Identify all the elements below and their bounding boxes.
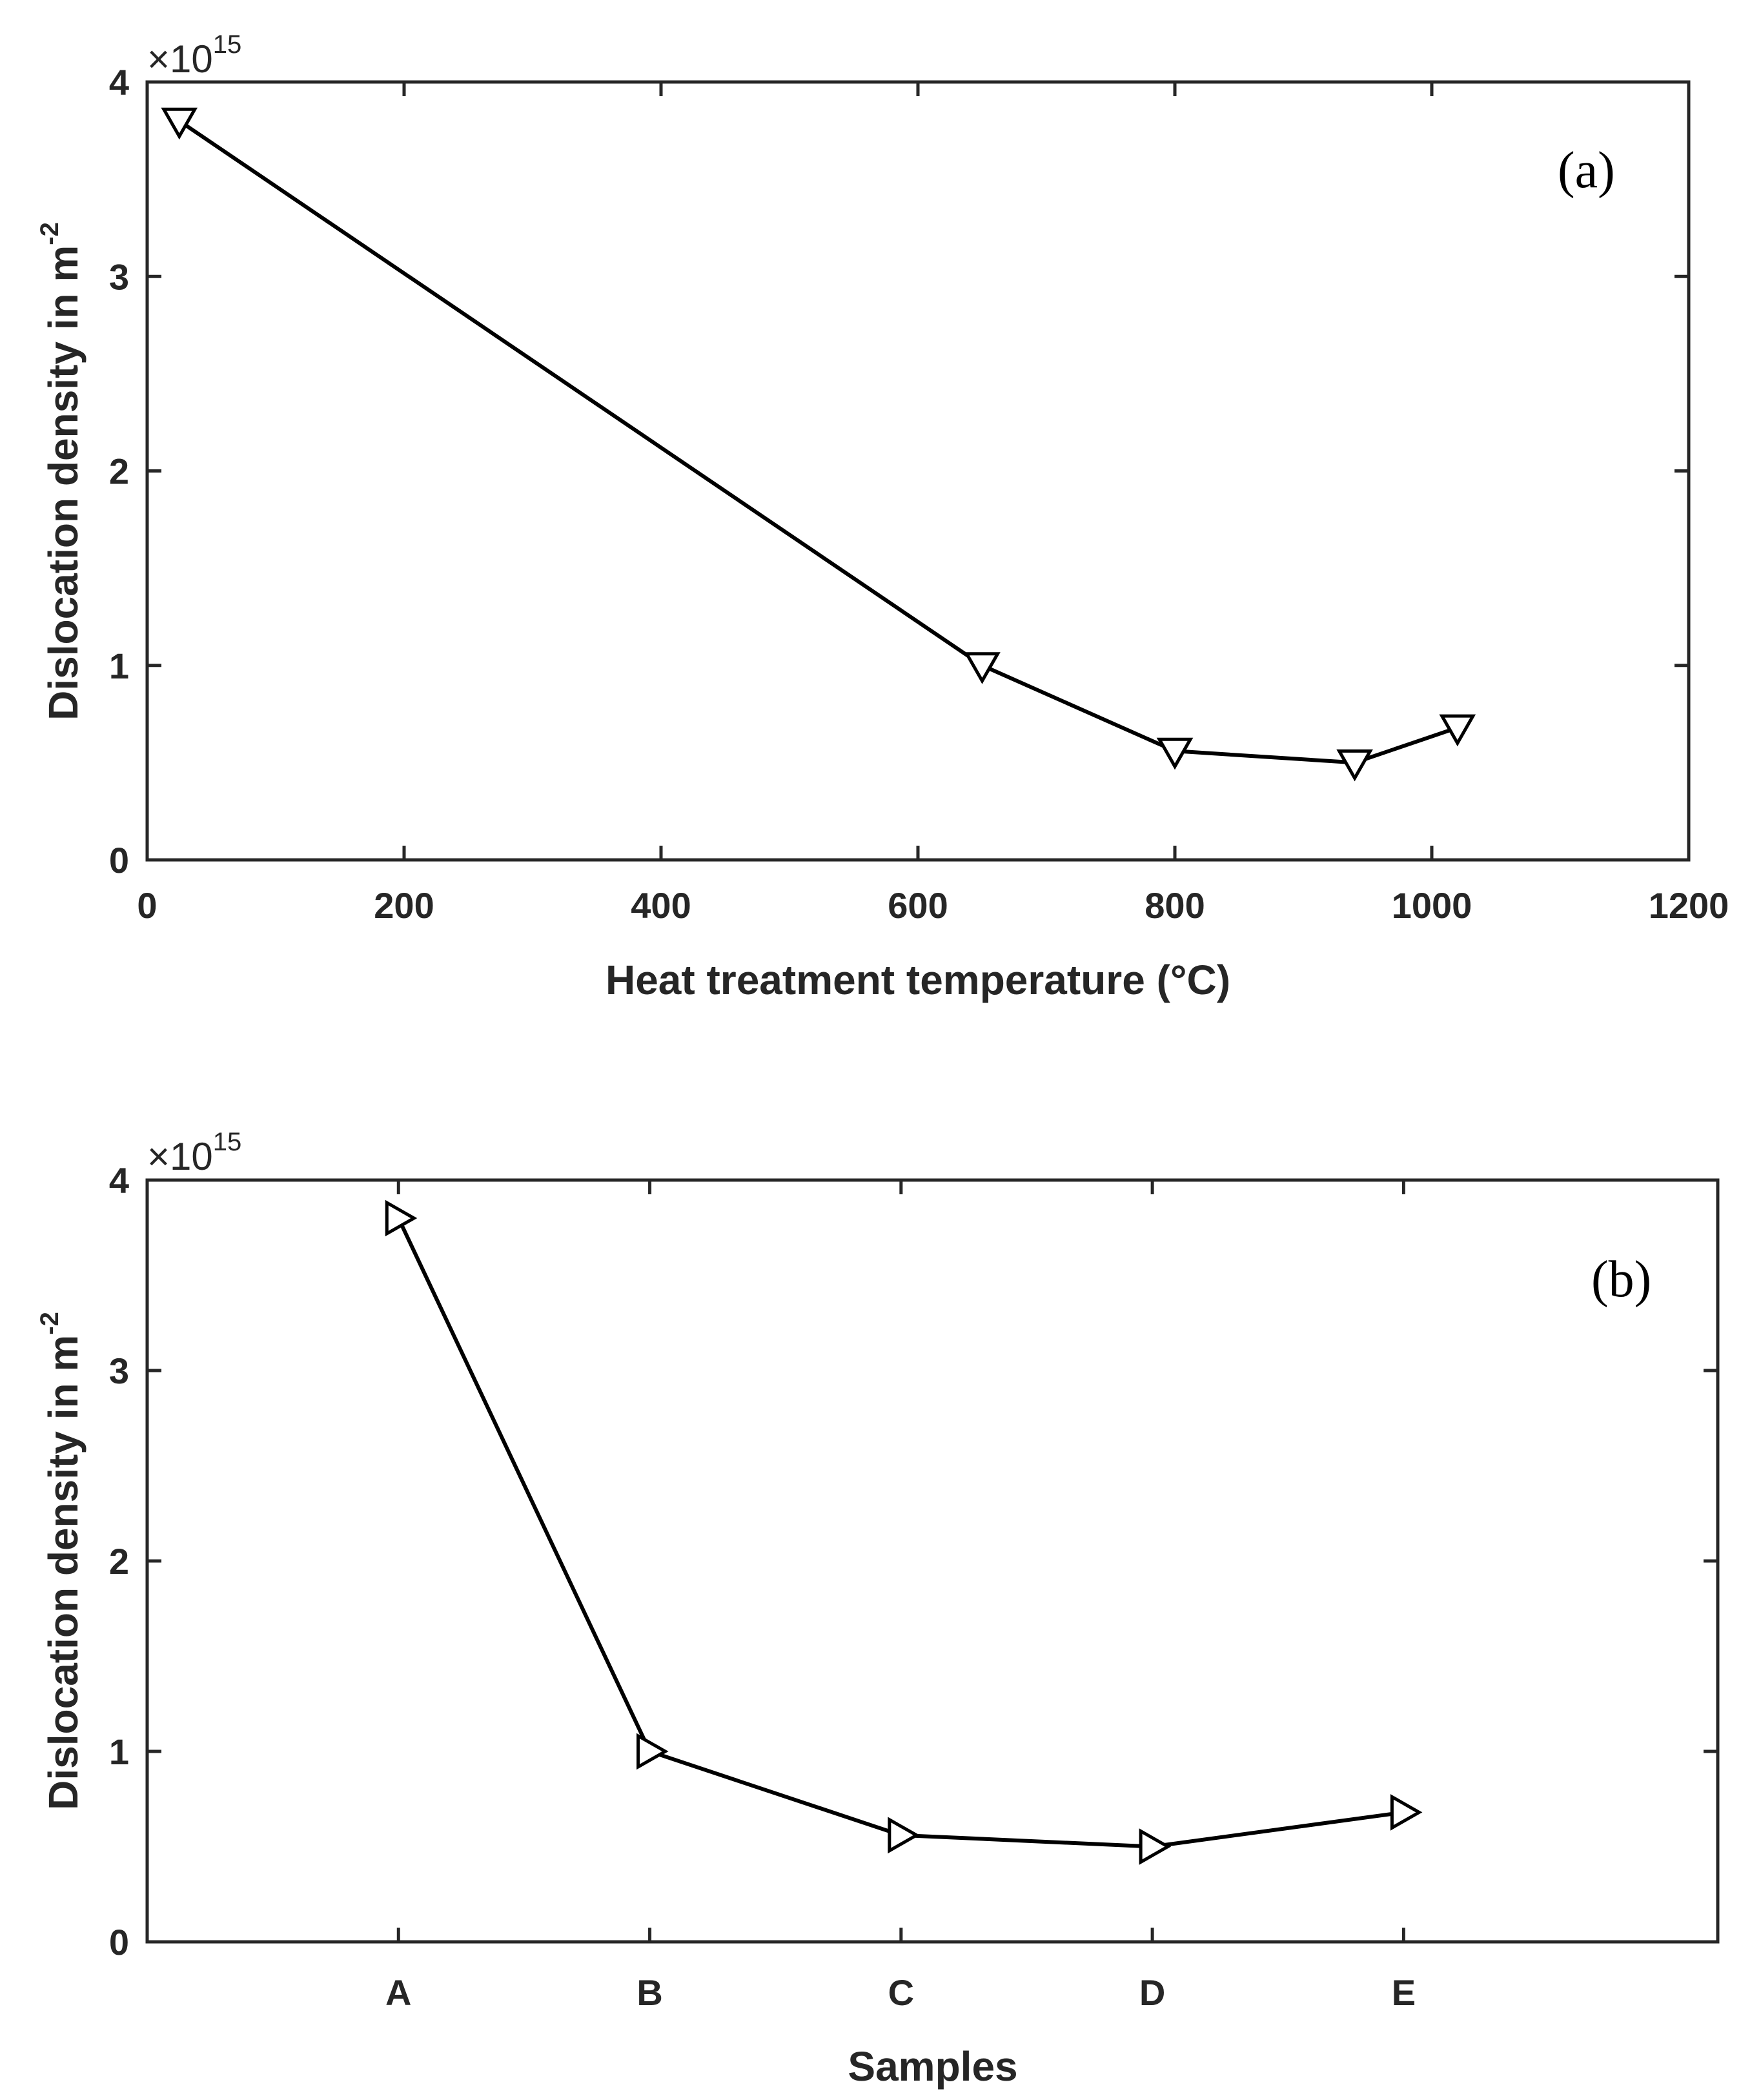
panel-b-data-point: [636, 1733, 669, 1770]
panel-a-series: [161, 107, 1476, 782]
panel-b-x-tick-label: A: [385, 1972, 411, 2013]
panel-a-data-point: [964, 652, 1001, 684]
panel-a-y-tick-label: 0: [109, 840, 129, 881]
panel-a-x-tick-label: 0: [137, 885, 157, 926]
panel-a-x-tick-label: 600: [888, 885, 948, 926]
panel-b-label: (b): [1591, 1251, 1651, 1308]
panel-a-label: (a): [1558, 142, 1615, 199]
panel-b-x-axis-label: Samples: [848, 2043, 1017, 2090]
panel-a-data-point: [1156, 737, 1194, 770]
panel-a-x-axis-label: Heat treatment temperature (°C): [606, 957, 1230, 1003]
panel-a-y-tick-label: 4: [109, 62, 129, 103]
panel-b-data-point: [1390, 1794, 1423, 1831]
panel-b-data-point: [385, 1199, 418, 1237]
panel-b-y-tick-label: 0: [109, 1922, 129, 1962]
panel-a-y-tick-label: 1: [109, 646, 129, 686]
panel-b-y-tick-label: 2: [109, 1541, 129, 1582]
panel-a-x-tick-label: 200: [374, 885, 434, 926]
panel-b-y-tick-label: 1: [109, 1731, 129, 1772]
panel-a-data-point: [1439, 714, 1476, 747]
panel-b: 0 1 2 3 4 A B C D E ×1015 (b) Samples Dislocatio…: [36, 1128, 1720, 2090]
panel-a-x-tick-label: 400: [631, 885, 691, 926]
panel-b-x-tick-label: B: [636, 1972, 662, 2013]
panel-a-x-tick-label: 1200: [1649, 885, 1729, 926]
panel-b-y-tick-label: 3: [109, 1351, 129, 1391]
panel-a-data-point: [161, 107, 198, 140]
panel-b-x-tick-label: C: [888, 1972, 914, 2013]
panel-b-y-multiplier: ×1015: [147, 1128, 241, 1178]
panel-a: 0 1 2 3 4 0 200 400 600 800 1000 1200 ×1015 (a) He…: [36, 30, 1729, 1003]
panel-b-y-ticks: 0 1 2 3 4: [109, 1160, 1718, 1962]
panel-a-x-tick-label: 1000: [1392, 885, 1472, 926]
panel-a-y-multiplier: ×1015: [147, 30, 241, 81]
panel-a-y-tick-label: 3: [109, 256, 129, 297]
panel-a-y-ticks: 0 1 2 3 4: [109, 62, 1689, 881]
panel-a-y-axis-label: Dislocation density in m-2: [36, 222, 87, 720]
panel-a-x-ticks: 0 200 400 600 800 1000 1200: [137, 82, 1729, 926]
panel-b-data-point: [888, 1817, 920, 1854]
panel-b-x-tick-label: E: [1392, 1972, 1416, 2013]
panel-b-y-axis-label: Dislocation density in m-2: [36, 1312, 87, 1810]
panel-b-data-point: [1139, 1828, 1172, 1865]
panel-a-y-tick-label: 2: [109, 451, 129, 492]
panel-a-x-tick-label: 800: [1145, 885, 1205, 926]
panel-b-x-ticks: A B C D E: [385, 1180, 1416, 2013]
panel-a-data-point: [1336, 749, 1373, 782]
panel-b-series: [385, 1199, 1423, 1865]
panel-b-y-tick-label: 4: [109, 1160, 129, 1201]
panel-b-x-tick-label: D: [1139, 1972, 1165, 2013]
